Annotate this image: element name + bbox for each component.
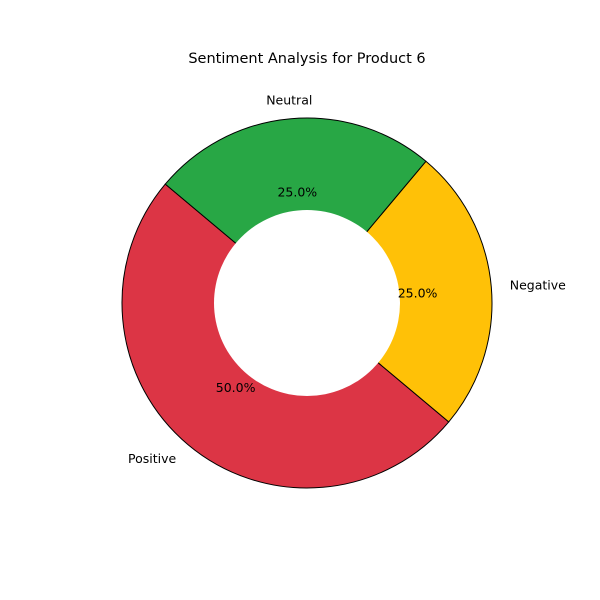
donut-hole xyxy=(214,210,400,396)
labels-group: Positive 50.0% Negative 25.0% Neutral 25.0% xyxy=(128,92,566,466)
slice-neutral xyxy=(164,117,427,304)
percent-label-negative: 25.0% xyxy=(398,285,438,300)
chart-title: Sentiment Analysis for Product 6 xyxy=(188,51,425,67)
percent-label-neutral: 25.0% xyxy=(277,184,317,199)
slice-label-neutral: Neutral xyxy=(266,92,312,107)
percent-label-positive: 50.0% xyxy=(216,380,256,395)
slice-label-negative: Negative xyxy=(510,277,566,292)
slice-label-positive: Positive xyxy=(128,451,176,466)
slice-negative xyxy=(306,160,493,423)
